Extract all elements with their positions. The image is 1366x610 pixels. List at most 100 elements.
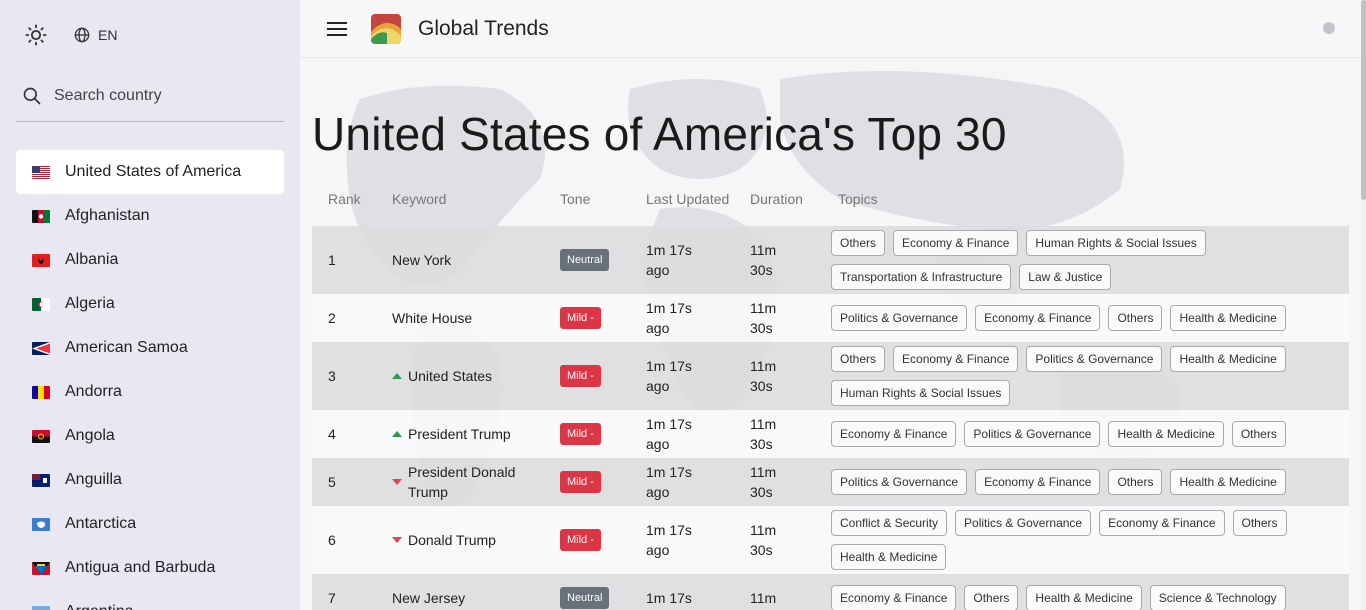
country-item[interactable]: American Samoa [16, 326, 284, 370]
theme-toggle-sun-icon[interactable] [24, 23, 48, 47]
column-header-last-updated[interactable]: Last Updated [646, 190, 730, 207]
duration-cell: 11m 30s [734, 294, 822, 342]
topic-chip[interactable]: Economy & Finance [1099, 510, 1225, 536]
topic-chip[interactable]: Human Rights & Social Issues [831, 380, 1011, 406]
country-name: Anguilla [65, 471, 122, 488]
topic-chip[interactable]: Health & Medicine [1170, 346, 1286, 372]
country-name: United States of America [65, 163, 242, 180]
duration-cell: 11m 30s [734, 410, 822, 458]
topic-chip[interactable]: Health & Medicine [1170, 469, 1286, 495]
column-header-tone[interactable]: Tone [560, 190, 591, 207]
country-item[interactable]: Afghanistan [16, 194, 284, 238]
keyword-wrapper: White House [392, 308, 544, 328]
country-name: Angola [65, 427, 115, 444]
country-item[interactable]: Anguilla [16, 458, 284, 502]
country-name: Algeria [65, 295, 115, 312]
topic-chip[interactable]: Politics & Governance [831, 305, 968, 331]
topic-chip[interactable]: Others [1232, 510, 1287, 536]
topic-chip[interactable]: Others [831, 346, 886, 372]
table-row[interactable]: 1 New York Neutral 1m 17s ago 11m 30s Others E… [312, 226, 1349, 294]
rank-cell: 4 [312, 410, 376, 458]
tone-badge: Neutral [560, 587, 610, 609]
table-row[interactable]: 7 New Jersey Neutral 1m 17s 11m Economy & Fin… [312, 574, 1349, 610]
country-item[interactable]: Antigua and Barbuda [16, 546, 284, 590]
topic-chip[interactable]: Politics & Governance [831, 469, 968, 495]
topic-chip[interactable]: Others [1108, 305, 1163, 331]
search-input[interactable] [54, 86, 274, 105]
topic-chip[interactable]: Science & Technology [1149, 585, 1286, 610]
topic-chip[interactable]: Health & Medicine [1108, 421, 1224, 447]
topic-chip[interactable]: Economy & Finance [975, 305, 1101, 331]
table-row[interactable]: 5 President Donald Trump Mild - 1m 17s ago 1… [312, 458, 1349, 506]
topic-chip[interactable]: Law & Justice [1019, 264, 1112, 290]
topics-list: Economy & Finance Others Health & Medicine… [831, 581, 1349, 610]
topic-chip[interactable]: Others [831, 230, 886, 256]
topic-chip[interactable]: Economy & Finance [975, 469, 1101, 495]
flag-icon [32, 473, 50, 487]
keyword-text[interactable]: White House [392, 310, 473, 326]
topic-chip[interactable]: Health & Medicine [1170, 305, 1286, 331]
language-selector[interactable]: EN [74, 27, 117, 43]
topic-chip[interactable]: Health & Medicine [1026, 585, 1142, 610]
keyword-text[interactable]: Donald Trump [408, 532, 496, 548]
topic-chip[interactable]: Transportation & Infrastructure [831, 264, 1012, 290]
page-title: United States of America's Top 30 [312, 108, 1007, 160]
page-scrollbar[interactable] [1361, 0, 1366, 610]
trend-up-icon [392, 373, 402, 379]
rank-cell: 5 [312, 458, 376, 506]
keyword-cell: New York [376, 226, 544, 294]
country-item[interactable]: Angola [16, 414, 284, 458]
flag-icon [32, 429, 50, 443]
keyword-cell: Donald Trump [376, 506, 544, 574]
topic-chip[interactable]: Others [1108, 469, 1163, 495]
column-header-topics[interactable]: Topics [838, 190, 878, 207]
topic-chip[interactable]: Politics & Governance [1026, 346, 1163, 372]
table-row[interactable]: 4 President Trump Mild - 1m 17s ago 11m 30s E… [312, 410, 1349, 458]
topics-list: Economy & Finance Politics & Governance He… [831, 417, 1349, 451]
keyword-wrapper: President Trump [392, 424, 544, 444]
topic-chip[interactable]: Human Rights & Social Issues [1026, 230, 1206, 256]
menu-icon[interactable] [327, 21, 347, 36]
tone-cell: Mild - [544, 294, 630, 342]
topic-chip[interactable]: Politics & Governance [955, 510, 1092, 536]
keyword-text[interactable]: New Jersey [392, 590, 466, 606]
country-item[interactable]: United States of America [16, 150, 284, 194]
table-row[interactable]: 3 United States Mild -1m 17s ago 11m 30s Oth… [312, 342, 1349, 410]
country-item[interactable]: Algeria [16, 282, 284, 326]
topic-chip[interactable]: Economy & Finance [893, 346, 1019, 372]
last-updated-cell: 1m 17s ago [630, 226, 734, 294]
country-item[interactable]: Argentina [16, 590, 284, 610]
duration-cell: 11m 30s [734, 226, 822, 294]
country-item[interactable]: Albania [16, 238, 284, 282]
topic-chip[interactable]: Economy & Finance [893, 230, 1019, 256]
topic-chip[interactable]: Economy & Finance [831, 421, 957, 447]
flag-icon [32, 561, 50, 575]
country-item[interactable]: Andorra [16, 370, 284, 414]
topic-chip[interactable]: Health & Medicine [831, 544, 947, 570]
keyword-wrapper: United States [392, 366, 544, 386]
topic-chip[interactable]: Others [964, 585, 1019, 610]
topic-chip[interactable]: Others [1231, 421, 1286, 447]
table-row[interactable]: 6 Donald Trump Mild -1m 17s ago 11m 30s Conf… [312, 506, 1349, 574]
keyword-text[interactable]: President Trump [408, 426, 511, 442]
table-row[interactable]: 2 White House Mild - 1m 17s ago 11m 30s Polit… [312, 294, 1349, 342]
keyword-cell: President Trump [376, 410, 544, 458]
rank-cell: 7 [312, 574, 376, 610]
search-icon [22, 86, 42, 106]
tone-badge: Mild - [560, 529, 601, 551]
keyword-text[interactable]: New York [392, 252, 452, 268]
topic-chip[interactable]: Economy & Finance [831, 585, 957, 610]
keyword-wrapper: Donald Trump [392, 530, 544, 550]
last-updated-cell: 1m 17s [630, 574, 734, 610]
topic-chip[interactable]: Conflict & Security [831, 510, 948, 536]
duration-cell: 11m 30s [734, 458, 822, 506]
keyword-text[interactable]: President Donald Trump [408, 464, 516, 500]
scrollbar-thumb[interactable] [1361, 0, 1366, 200]
keyword-text[interactable]: United States [408, 368, 493, 384]
column-header-rank[interactable]: Rank [328, 190, 361, 207]
column-header-duration[interactable]: Duration [750, 190, 803, 207]
topic-chip[interactable]: Politics & Governance [964, 421, 1101, 447]
column-header-keyword[interactable]: Keyword [392, 190, 447, 207]
country-item[interactable]: Antarctica [16, 502, 284, 546]
tone-badge: Mild - [560, 307, 601, 329]
